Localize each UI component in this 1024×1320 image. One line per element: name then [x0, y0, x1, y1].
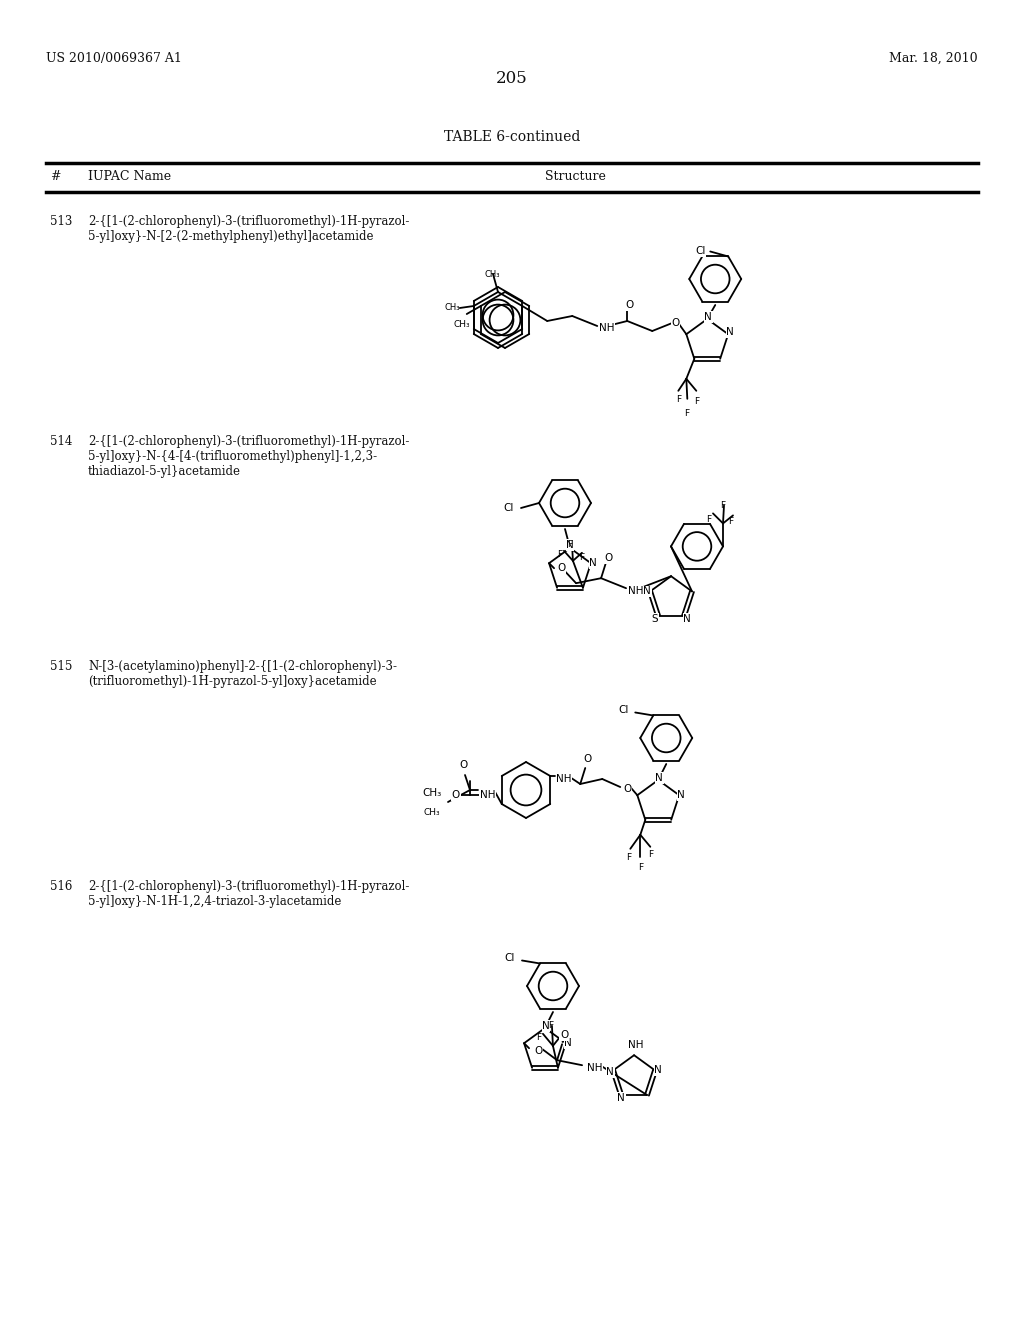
Text: N: N — [683, 614, 691, 624]
Text: N: N — [677, 791, 685, 800]
Text: N-[3-(acetylamino)phenyl]-2-{[1-(2-chlorophenyl)-3-: N-[3-(acetylamino)phenyl]-2-{[1-(2-chlor… — [88, 660, 397, 673]
Text: N: N — [643, 586, 651, 597]
Text: O: O — [459, 760, 467, 770]
Text: 513: 513 — [50, 215, 73, 228]
Text: F: F — [676, 395, 681, 404]
Text: NH: NH — [480, 789, 496, 800]
Text: N: N — [705, 312, 712, 322]
Text: (trifluoromethyl)-1H-pyrazol-5-yl]oxy}acetamide: (trifluoromethyl)-1H-pyrazol-5-yl]oxy}ac… — [88, 675, 377, 688]
Text: N: N — [564, 1039, 571, 1048]
Text: NH: NH — [628, 586, 643, 597]
Text: O: O — [560, 1030, 568, 1040]
Text: S: S — [652, 614, 658, 624]
Text: 2-{[1-(2-chlorophenyl)-3-(trifluoromethyl)-1H-pyrazol-: 2-{[1-(2-chlorophenyl)-3-(trifluoromethy… — [88, 880, 410, 894]
Text: US 2010/0069367 A1: US 2010/0069367 A1 — [46, 51, 182, 65]
Text: CH₃: CH₃ — [454, 319, 470, 329]
Text: F: F — [557, 550, 562, 560]
Text: F: F — [580, 553, 585, 562]
Text: O: O — [625, 300, 634, 310]
Text: F: F — [537, 1034, 542, 1043]
Text: Mar. 18, 2010: Mar. 18, 2010 — [890, 51, 978, 65]
Text: 2-{[1-(2-chlorophenyl)-3-(trifluoromethyl)-1H-pyrazol-: 2-{[1-(2-chlorophenyl)-3-(trifluoromethy… — [88, 436, 410, 447]
Text: Cl: Cl — [695, 247, 706, 256]
Text: F: F — [560, 1036, 565, 1045]
Text: O: O — [671, 318, 679, 327]
Text: Cl: Cl — [505, 953, 515, 964]
Text: F: F — [626, 853, 631, 862]
Text: O: O — [452, 789, 460, 800]
Text: O: O — [583, 754, 592, 764]
Text: O: O — [624, 784, 632, 795]
Text: F: F — [684, 409, 689, 418]
Text: 2-{[1-(2-chlorophenyl)-3-(trifluoromethyl)-1H-pyrazol-: 2-{[1-(2-chlorophenyl)-3-(trifluoromethy… — [88, 215, 410, 228]
Text: F: F — [648, 850, 653, 859]
Text: F: F — [707, 515, 712, 524]
Text: N: N — [566, 540, 573, 550]
Text: 205: 205 — [496, 70, 528, 87]
Text: F: F — [567, 540, 572, 549]
Text: 515: 515 — [50, 660, 73, 673]
Text: O: O — [535, 1047, 543, 1056]
Text: NH: NH — [556, 774, 571, 784]
Text: NH: NH — [587, 1063, 602, 1073]
Text: 514: 514 — [50, 436, 73, 447]
Text: 516: 516 — [50, 880, 73, 894]
Text: 5-yl]oxy}-N-{4-[4-(trifluoromethyl)phenyl]-1,2,3-: 5-yl]oxy}-N-{4-[4-(trifluoromethyl)pheny… — [88, 450, 377, 463]
Text: N: N — [606, 1068, 614, 1077]
Text: IUPAC Name: IUPAC Name — [88, 170, 171, 183]
Text: CH₃: CH₃ — [484, 271, 500, 279]
Text: N: N — [726, 327, 734, 337]
Text: CH₃: CH₃ — [444, 304, 460, 313]
Text: N: N — [654, 1065, 662, 1076]
Text: CH₃: CH₃ — [423, 788, 442, 799]
Text: NH: NH — [629, 1040, 644, 1051]
Text: #: # — [50, 170, 60, 183]
Text: Cl: Cl — [504, 503, 514, 513]
Text: Cl: Cl — [618, 705, 629, 715]
Text: N: N — [617, 1093, 625, 1104]
Text: 5-yl]oxy}-N-1H-1,2,4-triazol-3-ylacetamide: 5-yl]oxy}-N-1H-1,2,4-triazol-3-ylacetami… — [88, 895, 341, 908]
Text: TABLE 6-continued: TABLE 6-continued — [443, 129, 581, 144]
Text: CH₃: CH₃ — [423, 808, 440, 817]
Text: F: F — [638, 863, 643, 871]
Text: Structure: Structure — [545, 170, 606, 183]
Text: thiadiazol-5-yl}acetamide: thiadiazol-5-yl}acetamide — [88, 465, 241, 478]
Text: NH: NH — [599, 323, 614, 333]
Text: F: F — [721, 500, 726, 510]
Text: F: F — [549, 1022, 554, 1031]
Text: 5-yl]oxy}-N-[2-(2-methylphenyl)ethyl]acetamide: 5-yl]oxy}-N-[2-(2-methylphenyl)ethyl]ace… — [88, 230, 374, 243]
Text: N: N — [655, 774, 664, 783]
Text: F: F — [728, 517, 733, 525]
Text: N: N — [542, 1020, 550, 1031]
Text: O: O — [604, 553, 612, 564]
Text: O: O — [557, 564, 565, 573]
Text: F: F — [693, 397, 698, 405]
Text: N: N — [589, 558, 597, 568]
